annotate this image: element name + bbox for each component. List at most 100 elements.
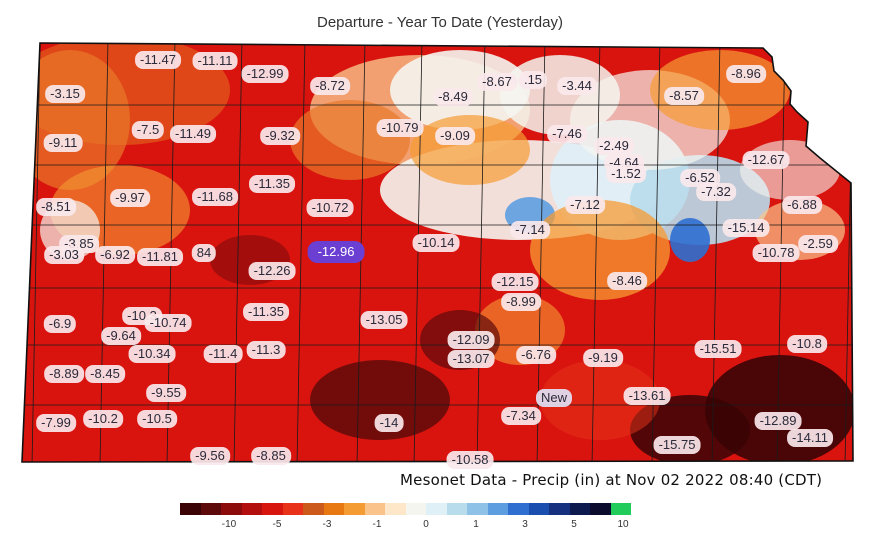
station-value-label: -8.45 — [85, 365, 125, 383]
precip-patch — [530, 200, 670, 300]
station-value-label: -9.19 — [583, 349, 623, 367]
station-value-label: -9.97 — [110, 189, 150, 207]
station-value-label: -7.5 — [131, 121, 165, 139]
legend-tick-label: 0 — [423, 519, 429, 530]
station-value-label: -7.46 — [547, 125, 587, 143]
station-value-label: New — [535, 389, 573, 407]
legend-swatch — [467, 503, 488, 515]
station-value-label: -11.3 — [246, 341, 286, 359]
station-value-label: -8.67 — [477, 73, 517, 91]
legend-swatch — [385, 503, 406, 515]
legend-swatch — [303, 503, 324, 515]
station-value-label: -11.4 — [203, 345, 243, 363]
legend-swatch — [221, 503, 242, 515]
station-value-label: -1.52 — [606, 165, 646, 183]
map-title: Departure - Year To Date (Yesterday) — [317, 14, 563, 31]
station-value-label: -10.2 — [83, 410, 123, 428]
station-value-label: -10.79 — [376, 119, 424, 137]
station-value-label: -13.05 — [360, 311, 408, 329]
station-value-label: -10.72 — [306, 199, 354, 217]
legend-tick-label: -10 — [221, 519, 237, 530]
station-value-label: -15.51 — [694, 340, 742, 358]
legend-swatch — [549, 503, 570, 515]
station-value-label: -11.11 — [192, 52, 238, 70]
station-value-label: -11.68 — [192, 188, 238, 206]
county-boundaries — [22, 43, 853, 462]
county-line — [31, 43, 41, 462]
station-value-label: -10.58 — [446, 451, 494, 469]
station-value-label: -12.89 — [754, 412, 802, 430]
data-source-caption: Mesonet Data - Precip (in) at Nov 02 202… — [400, 471, 823, 489]
station-value-label: -3.03 — [44, 246, 84, 264]
station-value-label: -10.14 — [412, 234, 460, 252]
station-value-label: -15.75 — [653, 436, 701, 454]
station-value-label: -7.14 — [510, 221, 550, 239]
station-value-label: -12.15 — [491, 273, 539, 291]
station-value-label: -8.96 — [726, 65, 766, 83]
color-legend — [180, 503, 631, 515]
station-value-label: .15 — [518, 71, 548, 89]
legend-swatch — [426, 503, 447, 515]
legend-tick-label: 1 — [473, 519, 479, 530]
station-value-label: -8.85 — [251, 447, 291, 465]
legend-tick-label: 10 — [617, 519, 629, 530]
legend-swatch — [282, 503, 303, 515]
precip-patch — [290, 100, 410, 180]
station-value-label: -6.92 — [95, 246, 135, 264]
station-value-label: -11.47 — [135, 51, 181, 69]
legend-swatch — [262, 503, 283, 515]
county-line — [413, 43, 423, 462]
precip-patch — [540, 360, 660, 440]
county-line — [233, 43, 243, 462]
station-value-label: -8.46 — [607, 272, 647, 290]
station-value-label: -9.09 — [435, 127, 475, 145]
legend-swatch — [610, 503, 631, 515]
precip-patch — [410, 115, 530, 185]
legend-swatch — [323, 503, 344, 515]
station-value-label: -8.99 — [501, 293, 541, 311]
legend-swatch — [508, 503, 529, 515]
station-value-label: -10.34 — [128, 345, 176, 363]
station-value-label: -3.44 — [557, 77, 597, 95]
station-value-label: -11.81 — [137, 248, 183, 266]
legend-swatch — [590, 503, 611, 515]
station-value-label: -8.57 — [664, 87, 704, 105]
station-value-label: -2.59 — [798, 235, 838, 253]
station-value-label: -13.61 — [623, 387, 671, 405]
precip-patch — [740, 140, 840, 200]
precip-patch — [670, 218, 710, 262]
station-value-label: -3.15 — [45, 85, 85, 103]
station-value-label: -11.49 — [170, 125, 216, 143]
station-value-label: -10.5 — [137, 410, 177, 428]
legend-tick-label: -3 — [322, 519, 332, 530]
county-line — [476, 43, 486, 462]
station-value-label: -7.32 — [696, 183, 736, 201]
station-value-label: -8.72 — [310, 77, 350, 95]
station-value-label: -6.52 — [680, 169, 720, 187]
station-value-label: -6.88 — [782, 196, 822, 214]
station-value-label: -6.76 — [516, 346, 556, 364]
station-value-label: 84 — [191, 244, 217, 262]
legend-tick-label: 5 — [571, 519, 577, 530]
legend-swatch — [180, 503, 201, 515]
county-line — [296, 43, 306, 462]
legend-swatch — [200, 503, 221, 515]
legend-swatch — [569, 503, 590, 515]
station-value-label: -9.32 — [260, 127, 300, 145]
legend-swatch — [344, 503, 365, 515]
station-value-label: -7.12 — [565, 196, 605, 214]
legend-ticks: -10 -5 -3 -1 0 1 3 5 10 — [0, 519, 880, 533]
station-value-label: -10.74 — [144, 314, 192, 332]
station-value-label: -8.89 — [44, 365, 84, 383]
station-value-label: -12.67 — [742, 151, 790, 169]
legend-tick-label: -5 — [272, 519, 282, 530]
legend-swatch — [487, 503, 508, 515]
station-value-label: -8.51 — [36, 198, 76, 216]
legend-swatch — [405, 503, 426, 515]
station-value-label: -9.64 — [101, 327, 141, 345]
county-line — [591, 43, 601, 462]
station-value-label: -12.99 — [241, 65, 289, 83]
station-value-label: -10.8 — [787, 335, 827, 353]
station-value-label: -12.09 — [447, 331, 495, 349]
legend-swatch — [528, 503, 549, 515]
